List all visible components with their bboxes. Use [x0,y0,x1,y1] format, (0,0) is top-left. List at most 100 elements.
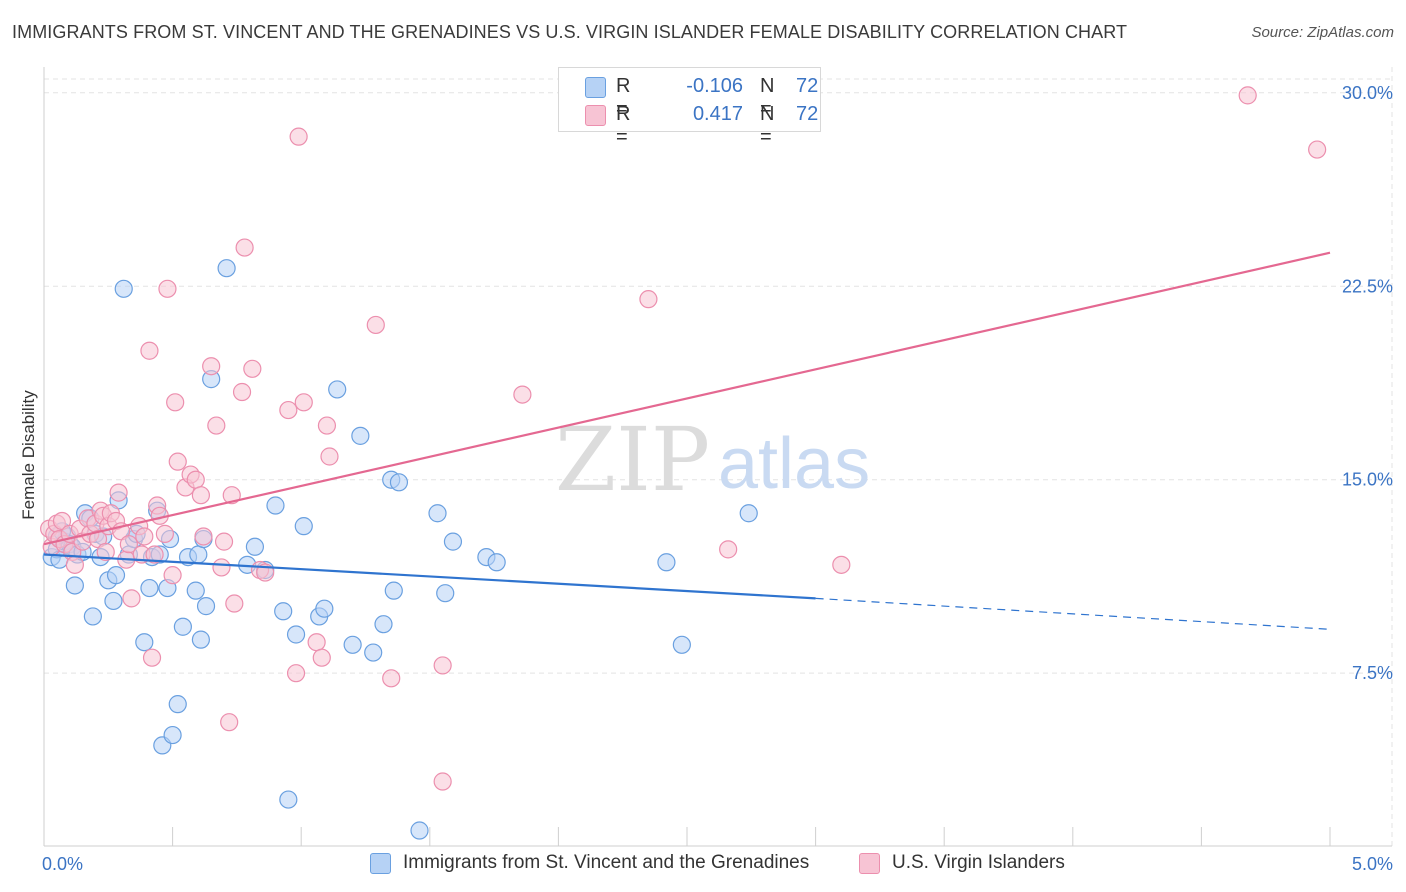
pink-point [232,382,252,402]
y-tick-label: 22.5% [1342,276,1393,296]
pink-point [214,532,234,551]
watermark-zip: ZIP [555,408,710,511]
pink-point [433,772,452,791]
pink-point [145,545,164,564]
pink-point [286,664,306,683]
pink-point [294,393,313,412]
x-tick-label: 0.0% [42,854,83,874]
blue-point [191,630,210,649]
blue-point [286,625,306,644]
blue-point [245,537,265,556]
blue-point [173,617,192,636]
blue-point [114,279,133,298]
blue-point [410,821,429,840]
blue-point [343,635,362,654]
series-label-pink: U.S. Virgin Islanders [892,852,1065,873]
pink-point [289,127,308,146]
pink-point [317,416,337,435]
pink-point [225,594,244,613]
series-swatch-pink [859,853,880,874]
blue-point [428,504,447,523]
blue-point [279,790,298,809]
blue-point [384,581,403,600]
pink-point [191,486,210,505]
pink-point [186,470,205,489]
legend-r-value: -0.106 [686,75,743,97]
blue-point [487,553,506,572]
legend-n-value: 72 [796,75,819,97]
blue-point [294,517,313,536]
data-points [40,86,1327,840]
blue-point [315,599,334,618]
blue-point [217,259,236,278]
blue-point [657,553,676,572]
chart-title: IMMIGRANTS FROM ST. VINCENT AND THE GREN… [12,22,1128,42]
pink-point [166,393,185,412]
pink-point [142,648,162,667]
blue-point [274,602,293,621]
pink-point [65,555,84,574]
y-tick-label: 15.0% [1342,470,1393,490]
watermark: ZIP atlas [555,408,870,511]
pink-point [158,279,177,298]
blue-point [83,607,102,626]
blue-point [364,643,383,662]
pink-point [140,341,159,360]
blue-trend-extension [815,597,1331,630]
series-label-blue: Immigrants from St. Vincent and the Gren… [403,852,810,873]
pink-point [719,540,738,559]
pink-point [194,527,213,546]
pink-point [155,524,174,543]
blue-point [168,695,187,714]
gridlines [44,67,1393,846]
pink-point [119,535,138,554]
y-tick-label: 30.0% [1342,83,1393,103]
legend-n-value: 72 [796,103,819,125]
pink-point [433,656,452,675]
pink-point [222,486,241,505]
blue-point [135,633,154,652]
pink-point [202,357,221,376]
blue-point [65,576,84,595]
tick-labels: 7.5% 15.0% 22.5% 30.0% 0.0% 5.0% [42,83,1393,874]
pink-point [1238,86,1257,105]
blue-point [196,597,216,616]
pink-point [96,542,115,562]
legend-r-label: R = [616,103,631,148]
blue-point [163,725,182,745]
watermark-atlas: atlas [718,424,870,504]
pink-point [1308,140,1327,159]
blue-point [189,545,208,564]
blue-point [443,532,463,551]
pink-point [168,452,187,471]
pink-point [122,589,141,608]
legend-r-value: 0.417 [692,103,743,125]
blue-point [106,566,126,585]
axes [43,67,1392,847]
legend-swatch-blue [585,77,606,98]
blue-point [374,615,393,634]
y-axis-label: Female Disability [19,390,38,520]
pink-trend-line [43,251,1331,546]
pink-point [207,416,226,435]
pink-point [366,315,385,335]
pink-point [220,713,239,732]
pink-point [235,238,254,257]
x-tick-label: 5.0% [1352,854,1393,874]
pink-point [135,527,154,546]
legend-swatch-pink [585,105,606,126]
series-swatch-blue [370,853,391,874]
pink-point [307,633,326,652]
pink-point [832,555,851,574]
pink-point [320,447,339,466]
y-tick-label: 7.5% [1352,663,1393,683]
blue-point [351,426,370,445]
pink-point [109,483,128,502]
blue-point [186,581,205,600]
pink-point [513,385,532,404]
blue-trend-line [43,553,816,600]
pink-point [243,359,262,378]
pink-point [163,566,182,585]
legend-r-label: R = [616,75,631,120]
